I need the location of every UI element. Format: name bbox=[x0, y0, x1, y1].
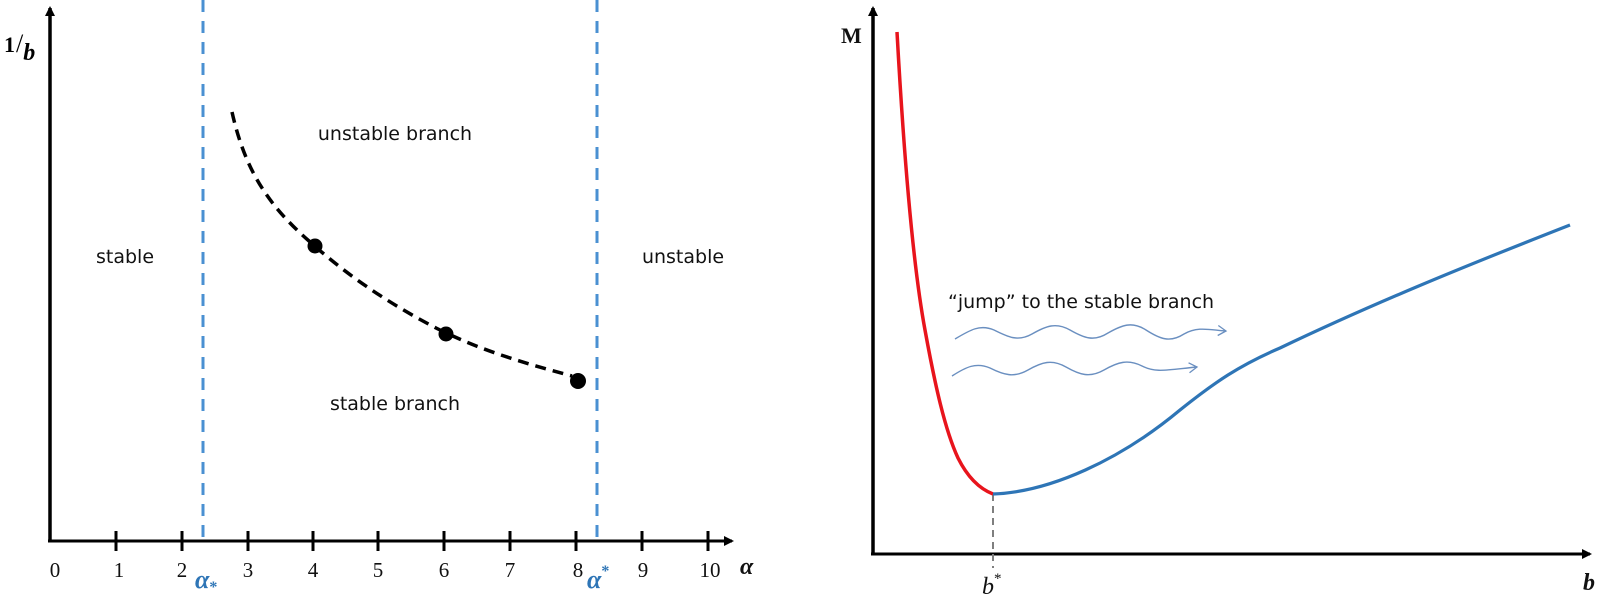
alpha-lower-label: α* bbox=[195, 565, 217, 596]
svg-text:9: 9 bbox=[638, 558, 649, 582]
left-panel: 1/b 0 1 2 3 4 5 6 7 8 9 10 α bbox=[4, 0, 754, 596]
stable-branch-curve bbox=[992, 223, 1571, 496]
data-point-alpha-6 bbox=[438, 326, 454, 342]
data-point-alpha-8 bbox=[570, 373, 586, 389]
left-x-label: α bbox=[740, 554, 754, 580]
right-panel: M b b* “jump” to the stable branch bbox=[841, 6, 1595, 597]
alpha-upper-label: α* bbox=[587, 563, 609, 594]
svg-text:10: 10 bbox=[700, 558, 721, 582]
region-unstable: unstable bbox=[642, 246, 724, 268]
svg-text:3: 3 bbox=[243, 558, 254, 582]
left-y-label: 1/b bbox=[4, 29, 35, 66]
jump-arrow-lower bbox=[951, 361, 1199, 377]
unstable-branch-curve bbox=[895, 31, 994, 496]
bstar-label: b* bbox=[982, 571, 1002, 597]
left-x-ticks bbox=[114, 531, 710, 551]
boundary-curve bbox=[230, 111, 573, 378]
svg-text:2: 2 bbox=[177, 558, 188, 582]
left-x-tick-labels: 0 1 2 3 4 5 6 7 8 9 10 bbox=[50, 558, 721, 582]
svg-text:5: 5 bbox=[373, 558, 384, 582]
jump-annotation: “jump” to the stable branch bbox=[948, 291, 1214, 313]
svg-text:6: 6 bbox=[439, 558, 450, 582]
jump-arrow-upper bbox=[954, 324, 1228, 340]
svg-text:0: 0 bbox=[50, 558, 61, 582]
right-x-label: b bbox=[1583, 570, 1595, 596]
region-unstable-branch: unstable branch bbox=[318, 123, 472, 145]
svg-text:4: 4 bbox=[308, 558, 319, 582]
svg-text:7: 7 bbox=[505, 558, 516, 582]
svg-text:8: 8 bbox=[573, 558, 584, 582]
region-stable-branch: stable branch bbox=[330, 393, 460, 415]
data-point-alpha-4 bbox=[307, 238, 323, 254]
right-y-label: M bbox=[841, 23, 862, 48]
region-stable: stable bbox=[96, 246, 154, 268]
svg-text:1: 1 bbox=[114, 558, 125, 582]
